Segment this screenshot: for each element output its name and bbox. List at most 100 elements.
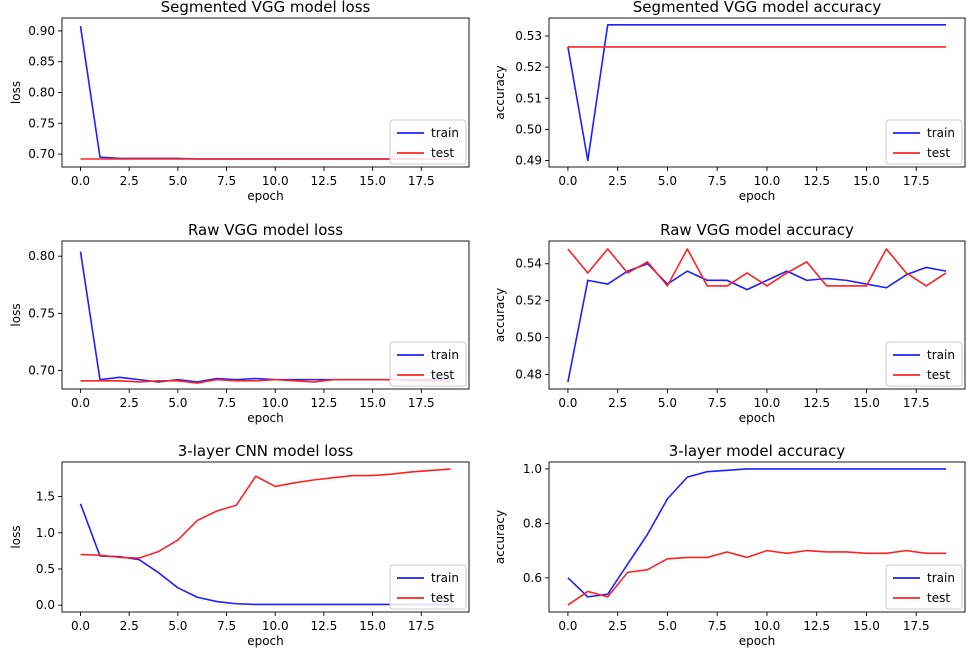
x-tick-label: 10.0	[262, 174, 289, 188]
series-line-train	[567, 262, 947, 383]
chart-title: Segmented VGG model accuracy	[633, 0, 882, 16]
legend: train test	[389, 341, 467, 387]
series-line-train	[79, 503, 451, 606]
x-tick-label: 12.5	[311, 174, 338, 188]
x-tick-label: 0.0	[558, 396, 577, 410]
legend: train test	[389, 119, 467, 165]
y-tick-label: 0.8	[523, 516, 542, 530]
series-line-test	[80, 378, 451, 384]
axes-frame	[548, 17, 966, 168]
y-tick-label: 0.75	[28, 306, 55, 320]
x-tick-label: 17.5	[903, 174, 930, 188]
x-tick-label: 15.0	[359, 396, 386, 410]
axes-frame	[61, 461, 470, 613]
subplot-3: Raw VGG model loss 0.0 2.5 5.0 7.5 10.0 12.5 15…	[9, 221, 470, 425]
axes-frame	[548, 240, 966, 390]
x-tick-label: 5.0	[168, 619, 187, 633]
x-tick-label: 2.5	[120, 619, 139, 633]
legend-label-train: train	[431, 571, 459, 585]
y-axis-label: loss	[9, 525, 23, 548]
y-tick-label: 0.70	[28, 363, 55, 377]
subplot-6: 3-layer model accuracy 0.0 2.5 5.0 7.5 10.0 12…	[493, 442, 966, 648]
y-tick-label: 0.0	[36, 598, 55, 612]
chart-title: 3-layer model accuracy	[669, 442, 846, 460]
y-tick-label: 1.0	[36, 526, 55, 540]
chart-title: Segmented VGG model loss	[161, 0, 371, 16]
y-axis-label: accuracy	[493, 288, 507, 342]
x-tick-label: 12.5	[803, 174, 830, 188]
series-line-train	[567, 468, 947, 598]
y-tick-label: 0.85	[28, 55, 55, 69]
x-tick-label: 12.5	[311, 396, 338, 410]
x-tick-label: 7.5	[217, 619, 236, 633]
x-tick-label: 10.0	[754, 619, 781, 633]
x-tick-label: 7.5	[708, 619, 727, 633]
x-tick-label: 0.0	[558, 174, 577, 188]
x-tick-label: 7.5	[217, 396, 236, 410]
y-tick-label: 0.80	[28, 249, 55, 263]
x-tick-label: 12.5	[311, 619, 338, 633]
y-tick-label: 0.5	[36, 562, 55, 576]
subplot-1: Segmented VGG model loss 0.0 2.5 5.0 7.5 10.0…	[9, 0, 470, 203]
x-tick-label: 15.0	[853, 174, 880, 188]
y-tick-label: 0.50	[515, 331, 542, 345]
y-tick-label: 0.49	[515, 153, 542, 167]
x-tick-label: 17.5	[903, 396, 930, 410]
x-axis-label: epoch	[247, 189, 284, 203]
legend: train test	[885, 341, 963, 387]
legend-label-test: test	[431, 368, 454, 382]
y-tick-label: 0.75	[28, 116, 55, 130]
x-tick-label: 10.0	[754, 396, 781, 410]
subplot-4: Raw VGG model accuracy 0.0 2.5 5.0 7.5 10.0 12…	[493, 221, 966, 425]
x-tick-label: 2.5	[608, 396, 627, 410]
x-tick-label: 0.0	[71, 396, 90, 410]
x-tick-label: 2.5	[608, 619, 627, 633]
chart-title: 3-layer CNN model loss	[178, 442, 354, 460]
y-tick-label: 1.5	[36, 490, 55, 504]
y-tick-label: 0.51	[515, 91, 542, 105]
chart-title: Raw VGG model accuracy	[660, 221, 854, 239]
y-tick-label: 0.52	[515, 60, 542, 74]
x-tick-label: 2.5	[608, 174, 627, 188]
legend-label-test: test	[927, 368, 950, 382]
x-tick-label: 0.0	[558, 619, 577, 633]
x-axis-label: epoch	[739, 411, 776, 425]
legend-label-test: test	[927, 146, 950, 160]
x-tick-label: 7.5	[708, 396, 727, 410]
x-tick-label: 2.5	[120, 174, 139, 188]
y-tick-label: 0.52	[515, 294, 542, 308]
y-tick-label: 0.70	[28, 147, 55, 161]
legend: train test	[885, 564, 963, 610]
y-tick-label: 0.6	[523, 571, 542, 585]
x-tick-label: 17.5	[408, 619, 435, 633]
legend-label-test: test	[927, 591, 950, 605]
x-tick-label: 5.0	[658, 396, 677, 410]
x-tick-label: 5.0	[658, 174, 677, 188]
y-tick-label: 1.0	[523, 462, 542, 476]
legend: train test	[389, 564, 467, 610]
x-axis-label: epoch	[739, 189, 776, 203]
y-tick-label: 0.50	[515, 122, 542, 136]
x-tick-label: 5.0	[658, 619, 677, 633]
x-axis-label: epoch	[247, 634, 284, 648]
legend-label-train: train	[927, 571, 955, 585]
y-axis-label: loss	[9, 303, 23, 326]
legend-label-train: train	[431, 126, 459, 140]
axes-frame	[548, 461, 966, 613]
x-tick-label: 7.5	[217, 174, 236, 188]
y-tick-label: 0.90	[28, 24, 55, 38]
x-tick-label: 0.0	[71, 174, 90, 188]
x-tick-label: 17.5	[408, 396, 435, 410]
subplot-2: Segmented VGG model accuracy 0.0 2.5 5.0 7.5…	[493, 0, 966, 203]
y-axis-label: accuracy	[493, 510, 507, 564]
subplot-5: 3-layer CNN model loss 0.0 2.5 5.0 7.5 10.0 12…	[9, 442, 470, 648]
legend-label-train: train	[927, 126, 955, 140]
x-tick-label: 15.0	[853, 619, 880, 633]
x-tick-label: 10.0	[754, 174, 781, 188]
legend-label-test: test	[431, 146, 454, 160]
y-tick-label: 0.53	[515, 29, 542, 43]
x-axis-label: epoch	[739, 634, 776, 648]
y-tick-label: 0.80	[28, 86, 55, 100]
x-tick-label: 17.5	[408, 174, 435, 188]
